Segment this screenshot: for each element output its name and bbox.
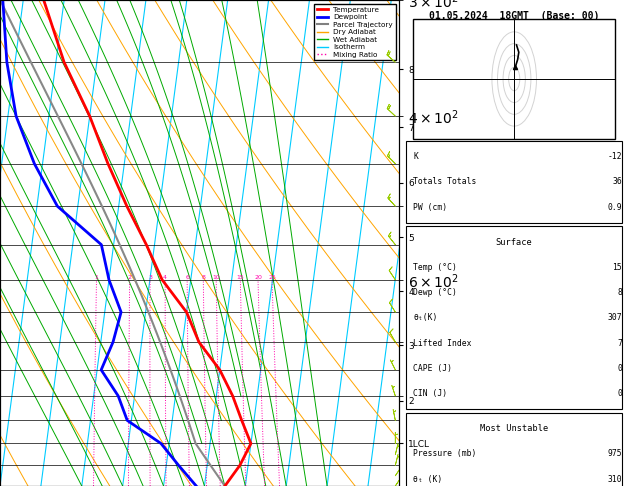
- Text: -12: -12: [608, 152, 622, 161]
- Text: 01.05.2024  18GMT  (Base: 00): 01.05.2024 18GMT (Base: 00): [429, 11, 599, 21]
- Text: Most Unstable: Most Unstable: [480, 424, 548, 433]
- Text: 975: 975: [608, 450, 622, 458]
- Text: kt: kt: [420, 27, 430, 36]
- Text: 4: 4: [163, 275, 167, 280]
- Text: CIN (J): CIN (J): [413, 389, 447, 398]
- Text: 15: 15: [613, 263, 622, 272]
- Text: θₜ (K): θₜ (K): [413, 475, 442, 484]
- Text: 15: 15: [237, 275, 244, 280]
- Text: CAPE (J): CAPE (J): [413, 364, 452, 373]
- Text: © weatheronline.co.uk: © weatheronline.co.uk: [468, 476, 560, 482]
- Text: 1: 1: [94, 275, 98, 280]
- Text: PW (cm): PW (cm): [413, 203, 447, 211]
- Text: Dewp (°C): Dewp (°C): [413, 288, 457, 297]
- Text: Surface: Surface: [496, 238, 533, 246]
- Text: 307: 307: [608, 313, 622, 322]
- Text: 3: 3: [148, 275, 152, 280]
- Text: 10: 10: [213, 275, 220, 280]
- Bar: [413, 19, 615, 139]
- Text: 2: 2: [128, 275, 131, 280]
- Text: Totals Totals: Totals Totals: [413, 177, 477, 186]
- Text: 25: 25: [268, 275, 276, 280]
- Text: Pressure (mb): Pressure (mb): [413, 450, 477, 458]
- Text: 8: 8: [617, 288, 622, 297]
- Legend: Temperature, Dewpoint, Parcel Trajectory, Dry Adiabat, Wet Adiabat, Isotherm, Mi: Temperature, Dewpoint, Parcel Trajectory…: [314, 3, 396, 60]
- Text: 36: 36: [613, 177, 622, 186]
- Text: 0: 0: [617, 364, 622, 373]
- Text: 20: 20: [254, 275, 262, 280]
- Text: 6: 6: [186, 275, 189, 280]
- Bar: [406, 141, 622, 223]
- Text: θₜ(K): θₜ(K): [413, 313, 438, 322]
- Text: Temp (°C): Temp (°C): [413, 263, 457, 272]
- Text: Lifted Index: Lifted Index: [413, 339, 472, 347]
- Text: 7: 7: [617, 339, 622, 347]
- Text: 8: 8: [201, 275, 205, 280]
- Text: 0.9: 0.9: [608, 203, 622, 211]
- Text: 310: 310: [608, 475, 622, 484]
- Text: K: K: [413, 152, 418, 161]
- Text: 0: 0: [617, 389, 622, 398]
- Bar: [406, 226, 622, 409]
- Bar: [406, 413, 622, 486]
